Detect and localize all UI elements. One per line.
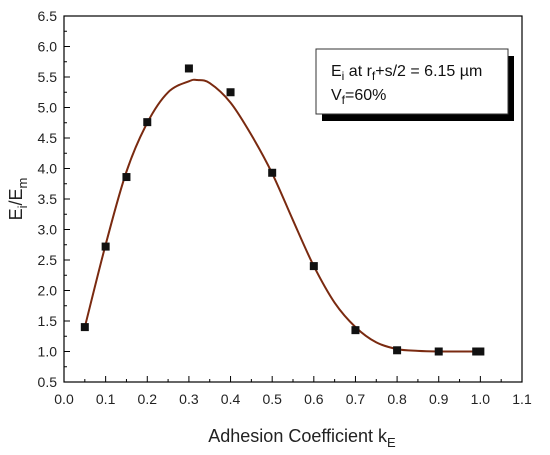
y-tick-label: 0.5 bbox=[38, 374, 58, 390]
data-point bbox=[122, 173, 131, 182]
data-point bbox=[351, 326, 360, 335]
x-axis-ticks: 0.0 0.1 0.2 0.3 0.4 0.5 0.6 0.7 0.8 0.9 1.0 1.1 bbox=[54, 376, 532, 407]
x-tick-label: 0.4 bbox=[221, 391, 241, 407]
data-point bbox=[472, 347, 481, 356]
y-tick-label: 2.5 bbox=[38, 252, 58, 268]
data-point bbox=[476, 347, 485, 356]
x-tick-label: 0.3 bbox=[179, 391, 199, 407]
x-tick-label: 0.7 bbox=[346, 391, 366, 407]
x-tick-label: 0.6 bbox=[304, 391, 324, 407]
y-tick-label: 5.5 bbox=[38, 69, 58, 85]
y-tick-label: 2.0 bbox=[38, 283, 58, 299]
data-point bbox=[143, 118, 152, 127]
annotation-line-1: Ei at rf+s/2 = 6.15 µm bbox=[331, 63, 482, 83]
x-tick-label: 1.1 bbox=[512, 391, 532, 407]
x-tick-label: 0.2 bbox=[138, 391, 158, 407]
x-tick-label: 0.0 bbox=[54, 391, 74, 407]
data-point bbox=[268, 168, 277, 177]
y-tick-label: 1.0 bbox=[38, 344, 58, 360]
data-point bbox=[226, 88, 235, 97]
y-tick-label: 3.0 bbox=[38, 222, 58, 238]
data-point bbox=[393, 346, 402, 355]
y-tick-label: 5.0 bbox=[38, 100, 58, 116]
data-point bbox=[309, 262, 318, 271]
x-tick-label: 0.8 bbox=[387, 391, 407, 407]
x-tick-label: 0.5 bbox=[262, 391, 282, 407]
x-axis-title: Adhesion Coefficient kE bbox=[208, 426, 396, 450]
y-tick-label: 3.5 bbox=[38, 191, 58, 207]
x-tick-label: 1.0 bbox=[471, 391, 491, 407]
y-axis-title: Ei/Em bbox=[6, 178, 30, 221]
data-point bbox=[101, 242, 110, 251]
data-point bbox=[80, 323, 89, 332]
data-point bbox=[184, 64, 193, 73]
y-tick-label: 4.0 bbox=[38, 161, 58, 177]
data-point bbox=[434, 347, 443, 356]
y-tick-label: 1.5 bbox=[38, 313, 58, 329]
x-tick-label: 0.1 bbox=[96, 391, 116, 407]
annotation-line-2: Vf=60% bbox=[331, 87, 386, 107]
y-axis-ticks: 0.5 1.0 1.5 2.0 2.5 3.0 3.5 4.0 4.5 5.0 5.5 6.0 6.5 bbox=[38, 8, 70, 390]
annotation-box: Ei at rf+s/2 = 6.15 µm Vf=60% bbox=[315, 48, 514, 121]
y-tick-label: 4.5 bbox=[38, 130, 58, 146]
y-tick-label: 6.5 bbox=[38, 8, 58, 24]
data-markers bbox=[80, 64, 485, 356]
x-tick-label: 0.9 bbox=[429, 391, 449, 407]
y-tick-label: 6.0 bbox=[38, 39, 58, 55]
